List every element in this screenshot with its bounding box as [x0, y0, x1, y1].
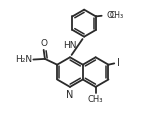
Text: CH₃: CH₃: [88, 95, 103, 104]
Text: O: O: [107, 11, 114, 20]
Text: HN: HN: [63, 41, 77, 50]
Text: O: O: [40, 39, 47, 48]
Text: N: N: [66, 90, 73, 100]
Text: I: I: [117, 58, 120, 68]
Text: CH₃: CH₃: [110, 11, 124, 20]
Text: H₂N: H₂N: [16, 55, 33, 64]
